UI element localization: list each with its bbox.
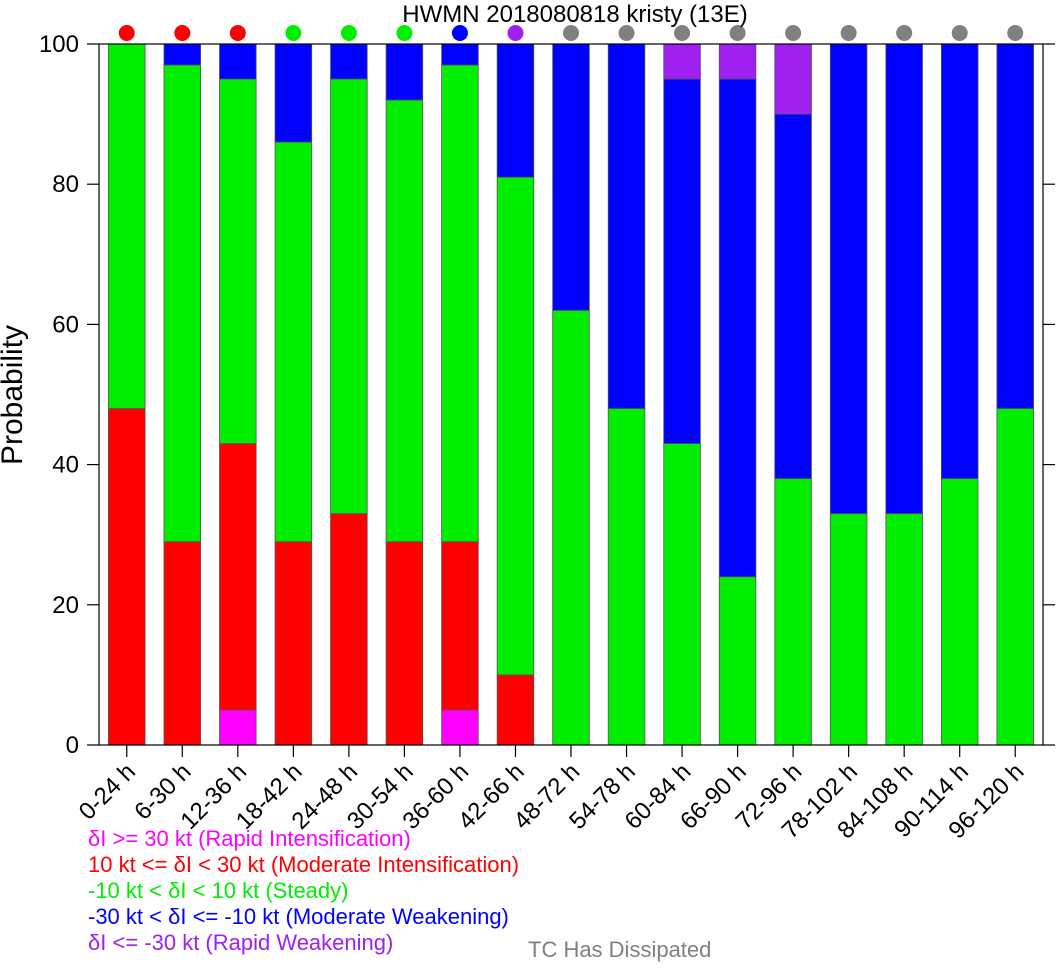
legend: δI >= 30 kt (Rapid Intensification) 10 k… xyxy=(88,826,788,956)
y-tick-label-2: 40 xyxy=(52,452,79,479)
bar-steady-11 xyxy=(718,576,757,746)
category-dot-10 xyxy=(674,25,691,41)
bar-mi-5 xyxy=(385,541,424,746)
bar-mw-3 xyxy=(274,43,313,143)
legend-tc-dissipated: TC Has Dissipated xyxy=(528,937,712,962)
bar-steady-12 xyxy=(774,478,812,746)
category-dot-3 xyxy=(285,25,302,41)
category-dot-2 xyxy=(229,25,246,41)
y-tick-label-3: 60 xyxy=(52,311,79,338)
legend-moderate-intensification: 10 kt <= δI < 30 kt (Moderate Intensific… xyxy=(88,852,520,877)
bar-rw-11 xyxy=(718,43,757,80)
bar-mw-2 xyxy=(219,43,257,80)
axes: 0-24 h6-30 h12-36 h18-42 h24-48 h30-54 h… xyxy=(39,31,1055,844)
legend-rapid-intensification: δI >= 30 kt (Rapid Intensification) xyxy=(88,826,411,851)
category-dot-11 xyxy=(729,25,746,41)
chart-title: HWMN 2018080818 kristy (13E) xyxy=(402,1,747,28)
y-axis-label: Probability xyxy=(0,325,29,465)
bar-steady-10 xyxy=(663,443,701,746)
category-dot-14 xyxy=(896,25,913,41)
bar-steady-16 xyxy=(996,408,1034,746)
bar-steady-5 xyxy=(385,99,424,543)
y-tick-label-5: 100 xyxy=(39,31,79,58)
bar-mw-8 xyxy=(552,43,590,311)
bar-steady-15 xyxy=(940,478,979,746)
bar-mw-4 xyxy=(330,43,368,80)
bar-mi-4 xyxy=(330,513,368,746)
bar-mw-1 xyxy=(163,43,202,66)
x-tick-label-0: 0-24 h xyxy=(74,758,141,825)
bar-steady-4 xyxy=(330,78,368,515)
bar-mi-2 xyxy=(219,443,257,711)
bar-steady-3 xyxy=(274,141,313,543)
legend-rapid-weakening: δI <= -30 kt (Rapid Weakening) xyxy=(88,930,394,955)
category-dot-5 xyxy=(396,25,413,41)
bar-mw-13 xyxy=(829,43,868,515)
y-tick-label-4: 80 xyxy=(52,171,79,198)
category-dot-9 xyxy=(618,25,635,41)
bar-mw-14 xyxy=(885,43,923,515)
category-dot-16 xyxy=(1007,25,1024,41)
bar-steady-6 xyxy=(441,64,479,543)
bar-mi-0 xyxy=(108,408,146,746)
bar-mi-1 xyxy=(163,541,202,746)
legend-moderate-weakening: -30 kt < δI <= -10 kt (Moderate Weakenin… xyxy=(88,904,509,929)
category-dot-4 xyxy=(340,25,357,41)
category-dot-6 xyxy=(451,25,468,41)
bar-mi-6 xyxy=(441,541,479,711)
bar-steady-13 xyxy=(829,513,868,746)
bar-ri-6 xyxy=(441,709,479,746)
bar-mw-9 xyxy=(607,43,646,409)
y-tick-label-0: 0 xyxy=(66,732,79,759)
bar-mw-16 xyxy=(996,43,1034,409)
bar-steady-7 xyxy=(496,176,535,676)
bar-steady-14 xyxy=(885,513,923,746)
bar-mw-12 xyxy=(774,113,812,480)
category-dot-7 xyxy=(507,25,524,41)
bar-mw-10 xyxy=(663,78,701,444)
category-dot-1 xyxy=(174,25,191,41)
category-dot-8 xyxy=(563,25,579,41)
y-tick-label-1: 20 xyxy=(52,592,79,619)
category-dot-15 xyxy=(951,25,968,41)
bar-steady-9 xyxy=(607,408,646,746)
bar-mw-11 xyxy=(718,78,757,578)
legend-steady: -10 kt < δI < 10 kt (Steady) xyxy=(88,878,349,903)
bar-mw-5 xyxy=(385,43,424,101)
category-dot-0 xyxy=(118,25,135,41)
bar-rw-12 xyxy=(774,43,812,115)
category-dot-13 xyxy=(840,25,857,41)
bar-steady-0 xyxy=(108,43,146,409)
bar-mw-7 xyxy=(496,43,535,178)
bar-rw-10 xyxy=(663,43,701,80)
category-dot-12 xyxy=(785,25,802,41)
bar-steady-8 xyxy=(552,309,590,746)
bar-ri-2 xyxy=(219,709,257,746)
bar-mi-7 xyxy=(496,674,535,746)
category-dots xyxy=(118,25,1024,41)
bar-steady-1 xyxy=(163,64,202,543)
bar-mi-3 xyxy=(274,541,313,746)
bar-steady-2 xyxy=(219,78,257,444)
stacked-bars xyxy=(108,43,1034,746)
bar-mw-15 xyxy=(940,43,979,480)
bar-mw-6 xyxy=(441,43,479,66)
